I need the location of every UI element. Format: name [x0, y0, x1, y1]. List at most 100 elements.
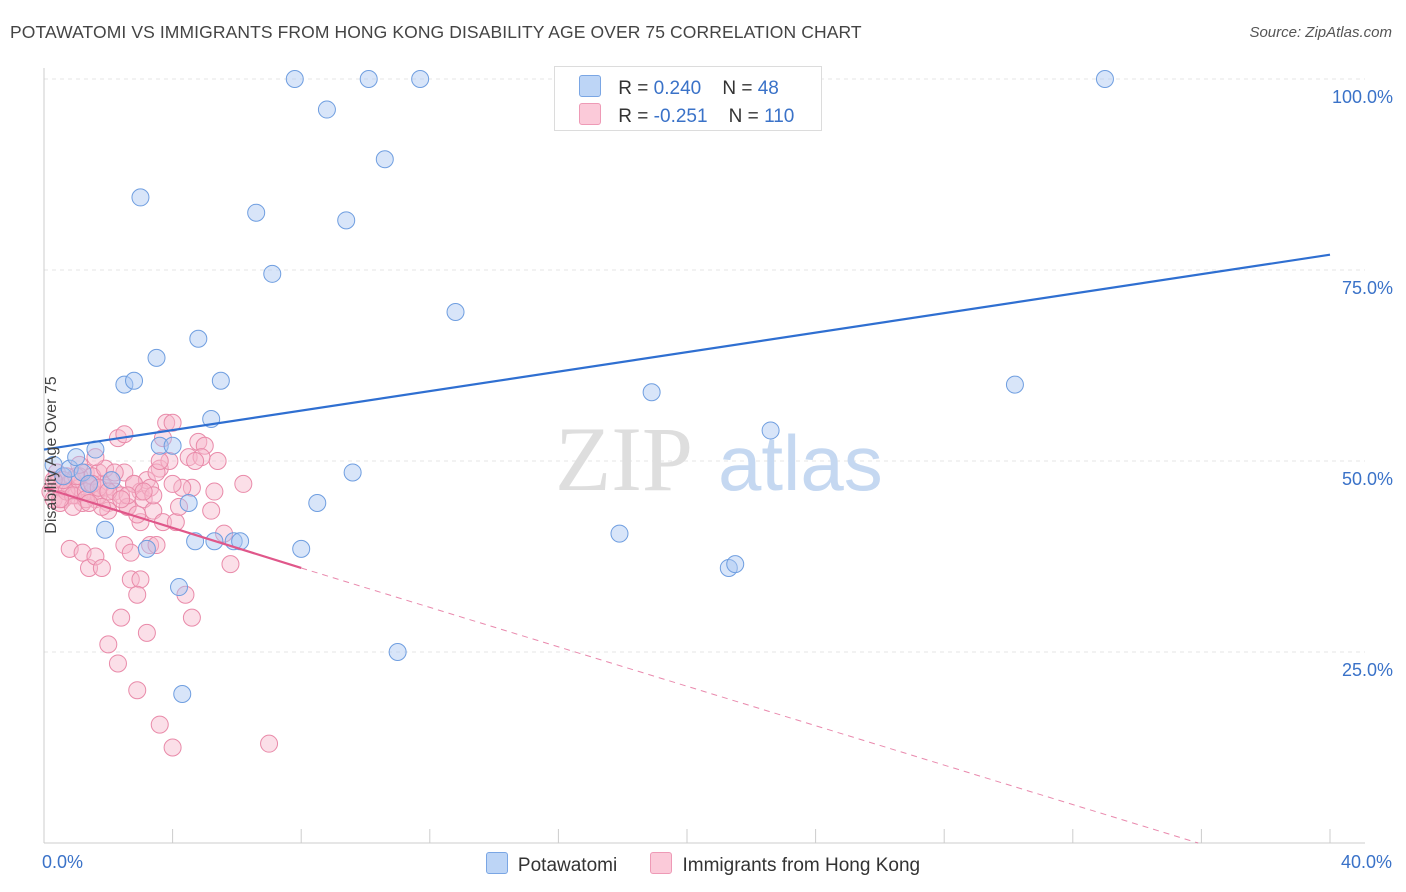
point-hong-kong: [125, 474, 144, 493]
point-potawatomi: [247, 203, 266, 222]
x-tick-max: 40.0%: [1340, 852, 1392, 872]
point-potawatomi: [726, 555, 745, 574]
legend: R = 0.240 N = 48 R = -0.251 N = 110: [554, 66, 822, 131]
point-hong-kong: [128, 681, 147, 700]
point-hong-kong: [208, 452, 227, 470]
series-legend: Potawatomi Immigrants from Hong Kong: [0, 852, 1406, 877]
point-potawatomi: [115, 375, 134, 394]
point-potawatomi: [292, 539, 311, 558]
legend-r-label: R =: [618, 78, 649, 99]
point-potawatomi: [610, 524, 629, 543]
point-hong-kong: [86, 448, 105, 467]
point-hong-kong: [150, 715, 169, 734]
trend-line-potawatomi: [43, 253, 1331, 451]
watermark-atlas: atlas: [718, 419, 883, 507]
point-hong-kong: [108, 654, 127, 673]
point-potawatomi: [137, 539, 156, 558]
point-hong-kong: [221, 555, 240, 574]
legend-n-label: N =: [722, 78, 753, 99]
point-hong-kong: [99, 635, 118, 654]
point-hong-kong: [147, 536, 166, 555]
y-tick-label: 25.0%: [1342, 660, 1393, 680]
point-hong-kong: [86, 547, 105, 566]
point-hong-kong: [163, 738, 182, 757]
point-hong-kong: [128, 585, 147, 604]
grid-lines: [44, 78, 1365, 653]
point-potawatomi: [189, 329, 208, 348]
point-potawatomi: [150, 436, 169, 455]
legend-item-potawatomi: Potawatomi: [485, 852, 618, 877]
chart-title: POTAWATOMI VS IMMIGRANTS FROM HONG KONG …: [10, 22, 862, 42]
point-hong-kong: [202, 501, 221, 520]
point-hong-kong: [205, 482, 224, 501]
legend-row-potawatomi: R = 0.240 N = 48: [579, 75, 779, 100]
point-potawatomi: [170, 578, 189, 597]
trend-line-hong-kong-extrapolated: [301, 567, 1199, 844]
point-hong-kong: [195, 436, 214, 455]
point-hong-kong: [112, 608, 131, 627]
point-potawatomi: [96, 520, 115, 539]
point-hong-kong: [121, 543, 140, 562]
legend-n-value: 110: [764, 106, 795, 127]
trend-line-hong-kong: [43, 486, 302, 570]
y-tick-label: 100.0%: [1332, 87, 1393, 107]
watermark: ZIP atlas: [555, 408, 883, 510]
legend-swatch-pink: [579, 103, 601, 125]
point-potawatomi: [80, 474, 99, 493]
point-hong-kong: [80, 558, 99, 577]
point-potawatomi: [179, 494, 198, 513]
series-potawatomi: [44, 70, 1114, 704]
point-hong-kong: [260, 734, 279, 753]
point-potawatomi: [102, 471, 121, 490]
point-hong-kong: [182, 608, 201, 627]
point-potawatomi: [173, 685, 192, 704]
point-hong-kong: [144, 486, 163, 505]
y-axis-label: Disability Age Over 75: [43, 376, 60, 534]
point-hong-kong: [176, 585, 195, 604]
point-potawatomi: [73, 463, 92, 482]
point-hong-kong: [44, 471, 63, 490]
point-hong-kong: [173, 478, 192, 497]
point-hong-kong: [121, 570, 140, 589]
point-hong-kong: [147, 463, 166, 482]
legend-item-hong-kong: Immigrants from Hong Kong: [650, 852, 920, 877]
point-potawatomi: [642, 383, 661, 402]
point-potawatomi: [54, 467, 73, 486]
legend-r-value: 0.240: [653, 78, 702, 99]
legend-n-label: N =: [728, 106, 759, 127]
legend-swatch-blue: [485, 852, 508, 874]
point-potawatomi: [375, 150, 394, 169]
point-potawatomi: [359, 70, 378, 88]
point-hong-kong: [150, 452, 169, 470]
point-hong-kong: [166, 513, 185, 532]
point-potawatomi: [317, 100, 336, 119]
point-potawatomi: [263, 264, 282, 283]
legend-row-hong-kong: R = -0.251 N = 110: [579, 103, 794, 128]
chart-source: Source: ZipAtlas.com: [1249, 24, 1392, 41]
point-hong-kong: [96, 459, 115, 478]
legend-label-potawatomi: Potawatomi: [517, 855, 618, 876]
point-hong-kong: [137, 623, 156, 642]
legend-swatch-blue: [579, 75, 601, 97]
point-potawatomi: [1005, 375, 1024, 394]
point-potawatomi: [67, 448, 86, 467]
point-hong-kong: [112, 490, 131, 509]
legend-r-value: -0.251: [653, 106, 708, 127]
point-potawatomi: [337, 211, 356, 230]
point-potawatomi: [411, 70, 430, 88]
point-potawatomi: [211, 371, 230, 390]
y-tick-labels: 100.0% 75.0% 50.0% 25.0%: [1332, 87, 1393, 680]
axes: [43, 68, 1365, 844]
point-potawatomi: [308, 494, 327, 513]
point-hong-kong: [80, 494, 99, 513]
point-potawatomi: [285, 70, 304, 88]
point-hong-kong: [163, 474, 182, 493]
point-hong-kong: [215, 524, 234, 543]
watermark-zip: ZIP: [555, 408, 693, 510]
point-hong-kong: [92, 558, 111, 577]
y-tick-label: 75.0%: [1342, 278, 1393, 298]
point-potawatomi: [125, 371, 144, 390]
point-hong-kong: [115, 536, 134, 555]
point-hong-kong: [160, 452, 179, 470]
x-tick-min: 0.0%: [42, 852, 84, 872]
